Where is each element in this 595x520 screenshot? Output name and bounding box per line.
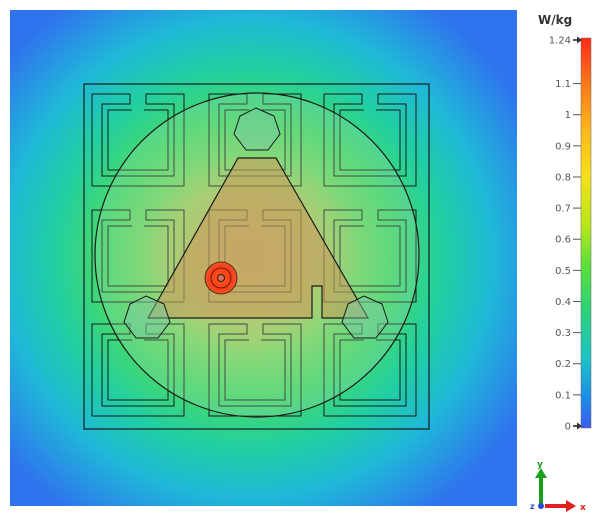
colorbar-unit: W/kg xyxy=(538,13,572,27)
via-right xyxy=(341,295,389,339)
srr-inner-ring xyxy=(224,339,286,401)
feed-hotspot-ring xyxy=(210,267,232,289)
srr-outer-ring xyxy=(91,209,185,303)
colorbar-tick-label: 0.4 xyxy=(555,297,571,308)
srr-inner-ring xyxy=(107,339,169,401)
colorbar-tick-label: 1.24 xyxy=(549,36,571,47)
substrate-outline xyxy=(83,83,430,430)
axis-triad: y x z xyxy=(530,460,586,513)
srr-outer-ring xyxy=(323,93,417,187)
z-axis-marker xyxy=(538,503,544,509)
x-axis-label: x xyxy=(580,503,586,513)
colorbar-ticks: 1.24 1.1 1 0.9 0.8 0.7 0.6 0.5 0.4 0.3 0.2 0.1 0 xyxy=(549,36,582,433)
x-axis-arrowhead xyxy=(566,500,576,512)
colorbar-limit-arrow xyxy=(577,36,582,44)
triangular-patch xyxy=(146,157,370,319)
colorbar-tick-label: 1.1 xyxy=(555,79,571,90)
via-left xyxy=(123,295,171,339)
colorbar-tick-label: 0.5 xyxy=(555,266,571,277)
srr-inner-ring xyxy=(107,225,169,287)
colorbar-tick-label: 0.6 xyxy=(555,235,571,246)
y-axis-label: y xyxy=(537,460,543,470)
srr-inner-ring xyxy=(339,225,401,287)
colorbar-tick-label: 1 xyxy=(565,110,571,121)
colorbar-tick-label: 0.3 xyxy=(555,328,571,339)
colorbar: W/kg 1.24 1.1 1 0.9 0.8 0.7 0.6 0.5 0.4 0.3 0.2 0.1… xyxy=(538,13,592,433)
y-axis-arrowhead xyxy=(535,468,547,478)
srr-inner-ring xyxy=(339,339,401,401)
srr-outer-ring xyxy=(323,323,417,417)
colorbar-gradient xyxy=(580,37,592,429)
srr-outer-ring xyxy=(208,323,302,417)
colorbar-tick-label: 0.9 xyxy=(555,141,571,152)
colorbar-tick-label: 0.7 xyxy=(555,204,571,215)
colorbar-tick-label: 0.2 xyxy=(555,359,571,370)
colorbar-limit-arrow xyxy=(577,422,582,430)
srr-inner-ring xyxy=(339,109,401,171)
srr-outer-ring xyxy=(91,323,185,417)
srr-inner-ring xyxy=(107,109,169,171)
colorbar-tick-label: 0.8 xyxy=(555,172,571,183)
srr-outer-ring xyxy=(91,93,185,187)
z-axis-label: z xyxy=(530,502,535,511)
feed-pin xyxy=(217,274,225,282)
colorbar-tick-label: 0 xyxy=(565,422,571,433)
via-top xyxy=(233,107,281,151)
colorbar-tick-label: 0.1 xyxy=(555,390,571,401)
srr-outer-ring xyxy=(208,93,302,187)
